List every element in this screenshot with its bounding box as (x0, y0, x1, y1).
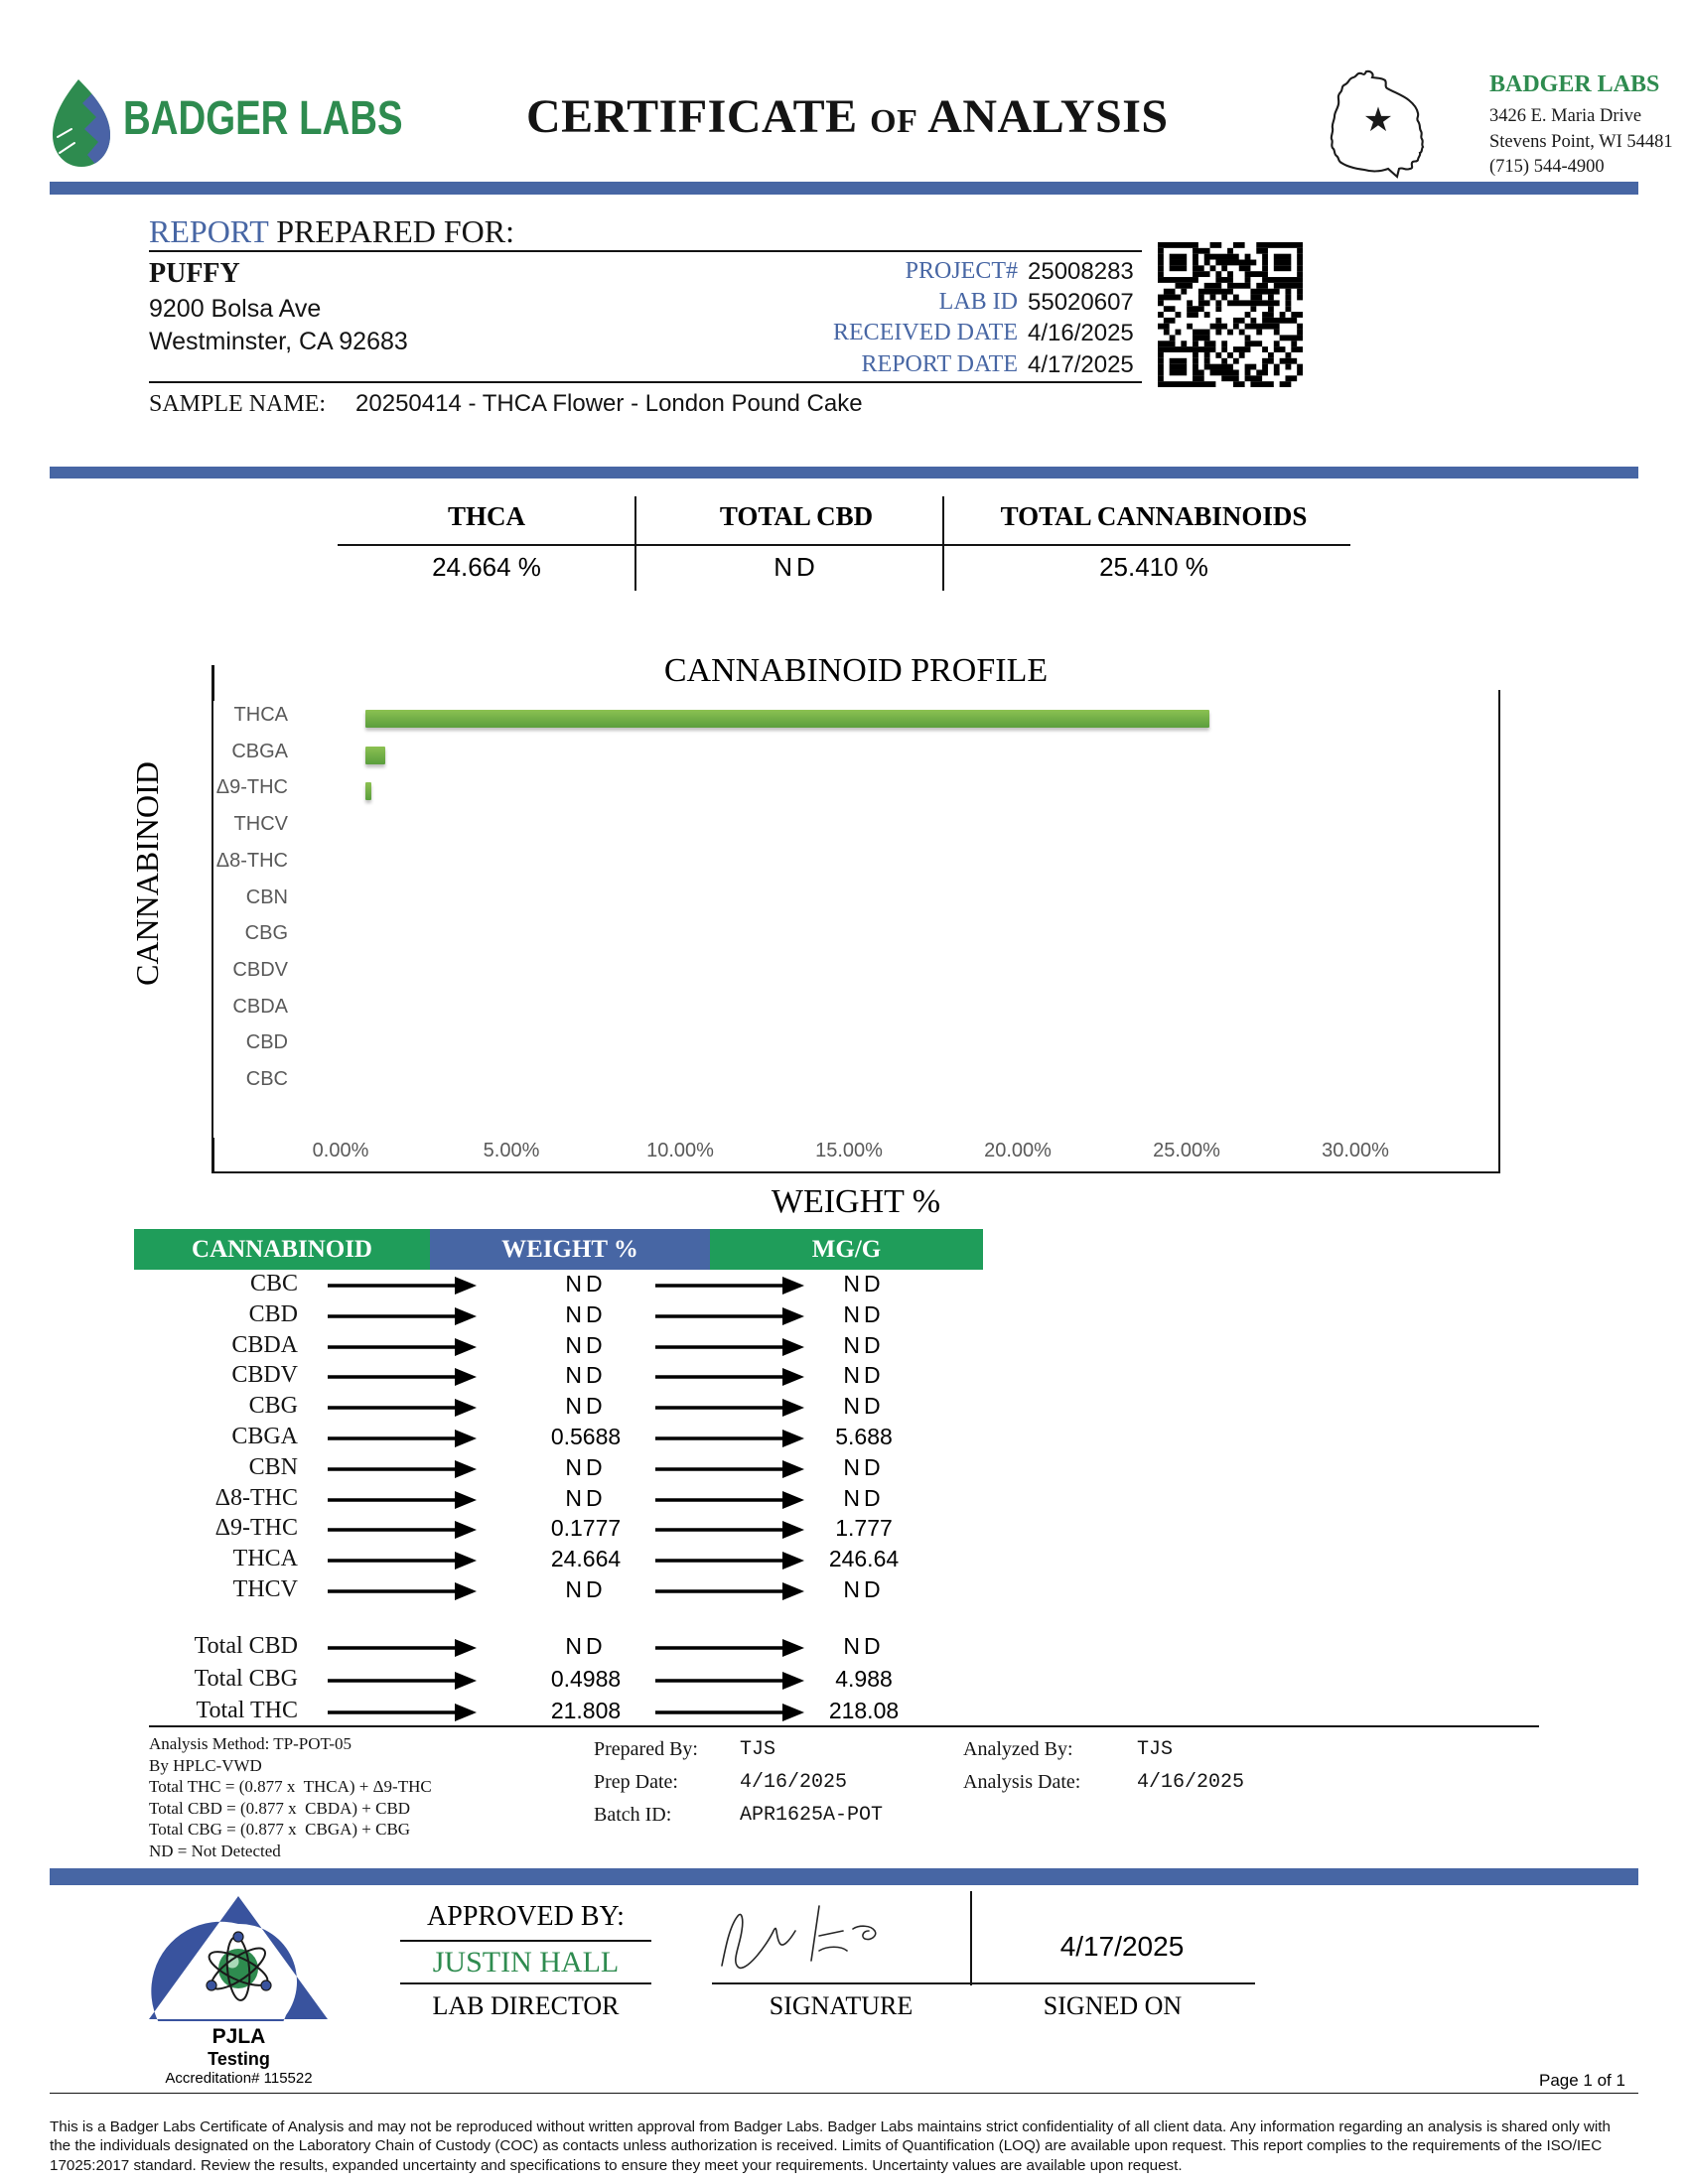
svg-text:★: ★ (1363, 101, 1393, 139)
